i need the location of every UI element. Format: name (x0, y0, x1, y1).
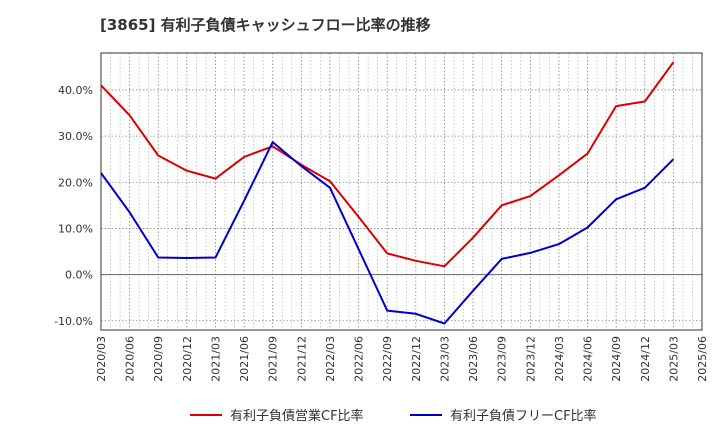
x-tick-label: 2023/12 (524, 336, 537, 382)
series-line-1 (100, 61, 675, 268)
x-tick-label: 2021/09 (267, 336, 280, 382)
plot-frame (100, 52, 703, 331)
x-tick-label: 2020/03 (95, 336, 108, 382)
x-tick-label: 2025/03 (667, 336, 680, 382)
x-tick-label: 2022/06 (353, 336, 366, 382)
x-tick-label: 2022/12 (410, 336, 423, 382)
chart-title: [3865] 有利子負債キャッシュフロー比率の推移 (100, 16, 431, 34)
x-tick-label: 2023/09 (496, 336, 509, 382)
plot-area (101, 53, 702, 330)
y-tick-label: 0.0% (65, 269, 93, 282)
y-tick-label: 40.0% (58, 84, 93, 97)
x-tick-label: 2023/03 (438, 336, 451, 382)
x-tick-label: 2024/03 (553, 336, 566, 382)
x-tick-label: 2025/06 (696, 336, 709, 382)
legend-label-2: 有利子負債フリーCF比率 (450, 408, 597, 424)
x-tick-label: 2023/06 (467, 336, 480, 382)
series-line-2 (100, 141, 675, 325)
x-tick-label: 2021/12 (295, 336, 308, 382)
x-tick-label: 2020/06 (124, 336, 137, 382)
x-tick-label: 2020/09 (152, 336, 165, 382)
x-tick-label: 2020/12 (181, 336, 194, 382)
x-tick-label: 2022/03 (324, 336, 337, 382)
x-tick-label: 2022/09 (381, 336, 394, 382)
x-tick-label: 2021/06 (238, 336, 251, 382)
x-tick-label: 2024/06 (582, 336, 595, 382)
legend-label-1: 有利子負債営業CF比率 (230, 408, 364, 424)
x-tick-label: 2024/12 (639, 336, 652, 382)
x-tick-label: 2021/03 (209, 336, 222, 382)
y-tick-label: 20.0% (58, 176, 93, 189)
y-tick-label: -10.0% (54, 315, 93, 328)
y-tick-label: 10.0% (58, 222, 93, 235)
x-tick-label: 2024/09 (610, 336, 623, 382)
y-tick-label: 30.0% (58, 130, 93, 143)
